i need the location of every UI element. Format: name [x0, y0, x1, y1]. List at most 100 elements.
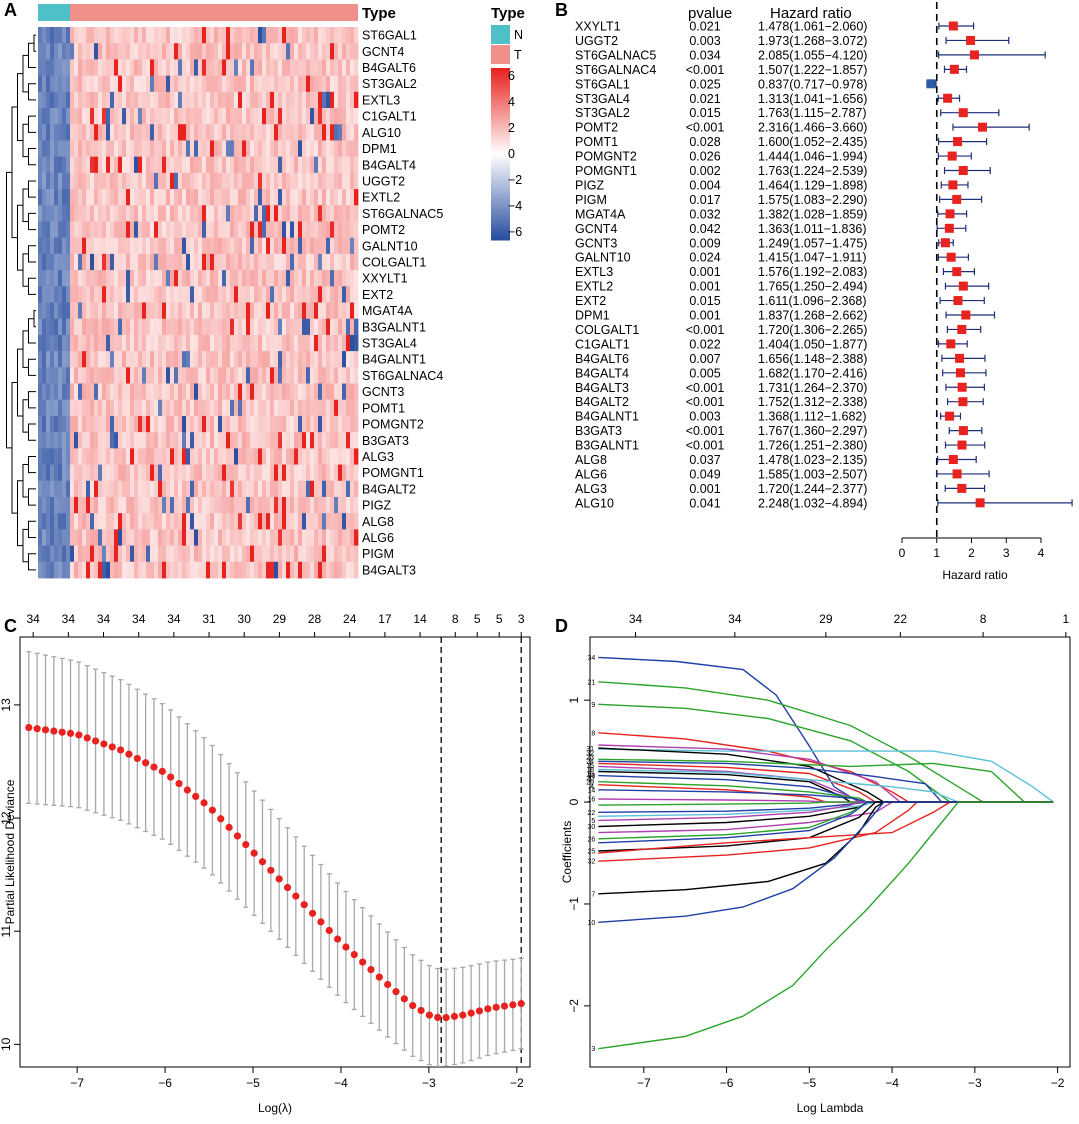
heat-cell	[190, 189, 195, 206]
heat-cell	[282, 448, 287, 465]
cv-point	[83, 734, 91, 742]
heat-cell	[122, 189, 127, 206]
heat-cell	[126, 189, 131, 206]
heat-cell	[66, 480, 71, 498]
heat-cell	[134, 253, 139, 271]
heat-cell	[198, 399, 203, 417]
heat-cell	[322, 545, 327, 563]
heat-cell	[238, 302, 243, 320]
heat-cell	[302, 286, 307, 303]
heat-cell	[254, 318, 259, 336]
dendrogram-branch	[28, 245, 36, 263]
heat-cell	[62, 334, 67, 352]
heat-cell	[310, 383, 315, 401]
heat-cell	[122, 124, 127, 141]
heat-cell	[282, 399, 287, 417]
heat-cell	[306, 415, 311, 433]
heat-cell	[234, 545, 239, 563]
colorbar-tick-label: 6	[508, 69, 515, 83]
heat-cell	[62, 286, 67, 303]
heat-cell	[146, 156, 151, 174]
heat-cell	[114, 480, 119, 498]
heat-cell	[322, 27, 327, 44]
heat-cell	[186, 156, 191, 174]
heat-cell	[230, 43, 235, 60]
cv-point	[208, 806, 217, 814]
heat-cell	[46, 75, 51, 93]
heat-cell	[178, 253, 183, 271]
coef-x-tick-label: −6	[720, 1076, 734, 1090]
coef-path-label: 22	[587, 810, 595, 817]
heat-cell	[118, 189, 123, 206]
heat-cell	[350, 448, 355, 465]
heat-cell	[134, 124, 139, 141]
heat-cell	[102, 464, 107, 482]
heat-cell	[230, 545, 235, 563]
heat-cell	[86, 75, 91, 93]
heat-cell	[134, 351, 139, 368]
heat-cell	[86, 91, 91, 109]
heat-cell	[54, 205, 59, 222]
heat-cell	[238, 205, 243, 222]
heat-cell	[258, 172, 263, 190]
heat-cell	[270, 237, 275, 255]
heat-cell	[230, 172, 235, 190]
heat-cell	[266, 318, 271, 336]
forest-gene-label: GALNT10	[575, 251, 631, 265]
heat-cell	[310, 124, 315, 141]
heat-cell	[214, 415, 219, 433]
heat-cell	[206, 91, 211, 109]
heat-cell	[290, 415, 295, 433]
heat-cell	[278, 302, 283, 320]
heat-cell	[110, 91, 115, 109]
heat-cell	[198, 205, 203, 222]
heat-cell	[86, 367, 91, 384]
heat-cell	[314, 253, 319, 271]
heat-cell	[302, 172, 307, 190]
heat-cell	[290, 318, 295, 336]
heat-cell	[186, 561, 191, 579]
heat-cell	[122, 383, 127, 401]
heat-cell	[222, 59, 227, 77]
heat-cell	[182, 59, 187, 77]
heat-cell	[230, 334, 235, 352]
heat-cell	[170, 172, 175, 190]
heat-cell	[290, 448, 295, 465]
heat-cell	[346, 253, 351, 271]
heat-cell	[126, 59, 131, 77]
heat-cell	[174, 156, 179, 174]
heat-cell	[198, 237, 203, 255]
heat-cell	[142, 270, 147, 287]
coef-path-label: 21	[587, 679, 595, 686]
heat-cell	[162, 529, 167, 546]
forest-pvalue: <0.001	[686, 424, 725, 438]
heat-cell	[330, 480, 335, 498]
heatmap-gene-label: PIGZ	[362, 499, 392, 513]
heat-cell	[94, 432, 99, 449]
heat-cell	[226, 480, 231, 498]
heat-cell	[198, 59, 203, 77]
heat-cell	[238, 529, 243, 546]
coef-path-label: 30	[587, 824, 595, 831]
heat-cell	[50, 399, 55, 417]
heatmap-gene-label: XXYLT1	[362, 272, 408, 286]
coef-top-tick-label: 8	[980, 612, 987, 626]
heat-cell	[234, 383, 239, 401]
heat-cell	[186, 351, 191, 368]
heat-cell	[210, 205, 215, 222]
forest-point	[952, 267, 962, 277]
forest-point	[943, 93, 953, 103]
heat-cell	[322, 237, 327, 255]
heat-cell	[38, 415, 43, 433]
forest-pvalue: 0.005	[689, 366, 720, 380]
heat-cell	[46, 237, 51, 255]
heat-cell	[278, 27, 283, 44]
heat-cell	[146, 237, 151, 255]
heat-cell	[178, 27, 183, 44]
heat-cell	[238, 270, 243, 287]
heat-cell	[106, 448, 111, 465]
heat-cell	[74, 27, 79, 44]
heat-cell	[154, 205, 159, 222]
heat-cell	[94, 545, 99, 563]
heat-cell	[194, 75, 199, 93]
